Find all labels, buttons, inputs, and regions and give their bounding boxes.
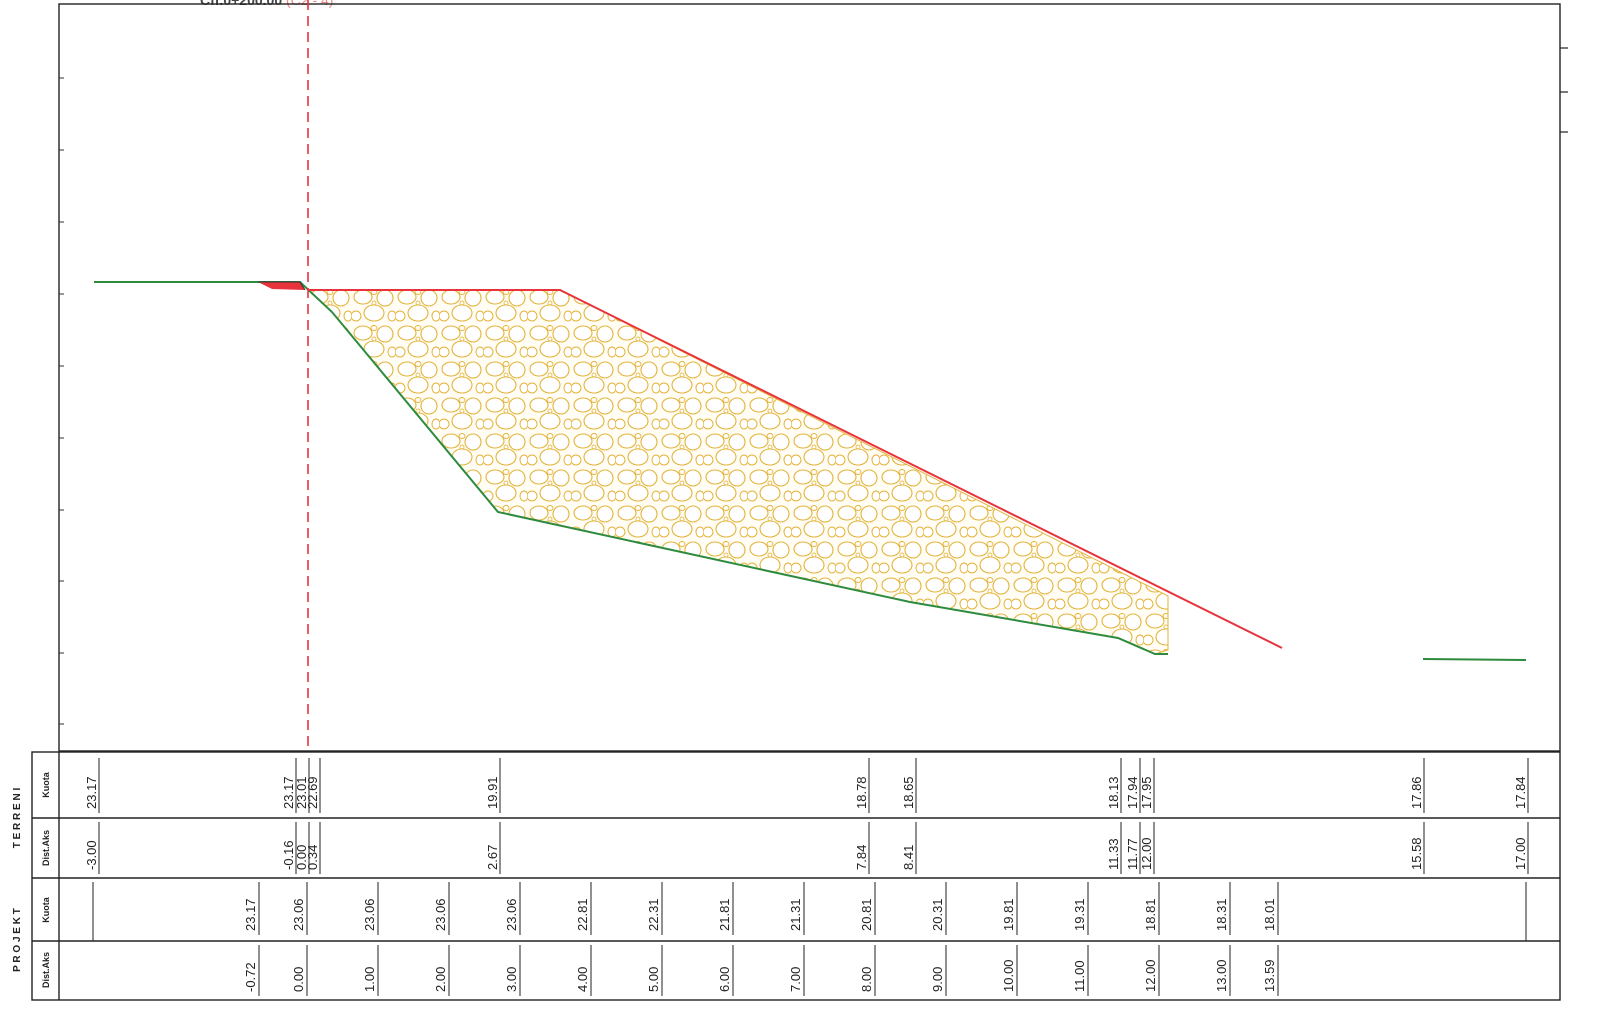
terreni-dist-value: 11.77 <box>1125 838 1140 870</box>
terreni-dist-value: -0.16 <box>281 840 296 870</box>
terreni-dist-value: 8.41 <box>901 845 916 870</box>
projekt-kuota-value: 23.06 <box>433 898 448 931</box>
terreni-dist-value: 17.00 <box>1513 837 1528 870</box>
projekt-dist-value: 12.00 <box>1143 959 1158 992</box>
terreni-kuota-value: 17.95 <box>1139 776 1154 809</box>
projekt-kuota-label: Kuota <box>41 896 51 922</box>
projekt-kuota-value: 23.17 <box>243 898 258 931</box>
cut-wedge-outline <box>258 281 306 291</box>
terreni-dist-value: 7.84 <box>854 845 869 870</box>
terreni-kuota-value: 18.13 <box>1106 776 1121 809</box>
terreni-dist-value: 12.00 <box>1139 837 1154 870</box>
terreni-dist-value: 0.34 <box>305 845 320 870</box>
projekt-section-label: P R O J E K T <box>12 908 23 972</box>
cut-wedge <box>258 282 305 290</box>
terreni-kuota-value: 18.78 <box>854 776 869 809</box>
terrain-line <box>94 281 1168 655</box>
terreni-kuota-label: Kuota <box>41 771 51 797</box>
projekt-dist-value: 1.00 <box>362 967 377 992</box>
projekt-dist-label: Dist.Aks <box>41 952 51 988</box>
terreni-section-label: T E R R E N I <box>12 787 23 848</box>
projekt-dist-value: 3.00 <box>504 967 519 992</box>
projekt-kuota-value: 21.81 <box>717 898 732 931</box>
projekt-kuota-value: 22.81 <box>575 898 590 931</box>
terreni-kuota-value: 17.94 <box>1125 776 1140 809</box>
projekt-dist-value: 7.00 <box>788 967 803 992</box>
projekt-dist-value: 8.00 <box>859 967 874 992</box>
projekt-dist-value: -0.72 <box>243 962 258 992</box>
projekt-kuota-value: 22.31 <box>646 898 661 931</box>
terreni-dist-value: 0.00 <box>294 845 309 870</box>
projekt-kuota-value: 18.01 <box>1262 898 1277 931</box>
terreni-kuota-value: 23.17 <box>281 776 296 809</box>
terreni-kuota-value: 18.65 <box>901 776 916 809</box>
terreni-kuota-value: 17.86 <box>1409 776 1424 809</box>
right-edge-marks <box>1560 47 1568 133</box>
data-table-grid <box>31 751 1561 1001</box>
terreni-kuota-value: 23.01 <box>294 776 309 809</box>
terreni-kuota-value: 17.84 <box>1513 776 1528 809</box>
projekt-kuota-value: 23.06 <box>291 898 306 931</box>
projekt-kuota-value: 20.31 <box>930 898 945 931</box>
projekt-dist-value: 5.00 <box>646 967 661 992</box>
drawing-frame <box>58 3 1561 752</box>
rock-fill-area <box>306 289 1169 655</box>
projekt-kuota-value: 18.81 <box>1143 898 1158 931</box>
projekt-dist-value: 10.00 <box>1001 959 1016 992</box>
terreni-kuota-value: 19.91 <box>485 776 500 809</box>
terreni-kuota-value: 23.17 <box>84 776 99 809</box>
projekt-kuota-value: 21.31 <box>788 898 803 931</box>
projekt-kuota-value: 18.31 <box>1214 898 1229 931</box>
projekt-dist-value: 2.00 <box>433 967 448 992</box>
terrain-line-right <box>1422 658 1527 661</box>
projekt-dist-value: 6.00 <box>717 967 732 992</box>
projekt-kuota-value: 19.31 <box>1072 898 1087 931</box>
projekt-kuota-value: 23.06 <box>504 898 519 931</box>
projekt-kuota-value: 19.81 <box>1001 898 1016 931</box>
terreni-dist-value: 15.58 <box>1409 837 1424 870</box>
design-line <box>308 289 1283 649</box>
terreni-kuota-value: 22.69 <box>305 776 320 809</box>
projekt-dist-value: 11.00 <box>1072 960 1087 992</box>
projekt-dist-value: 13.59 <box>1262 959 1277 992</box>
vertical-scale-ticks <box>59 77 64 725</box>
projekt-dist-value: 13.00 <box>1214 959 1229 992</box>
terreni-dist-label: Dist.Aks <box>41 830 51 866</box>
projekt-dist-value: 9.00 <box>930 967 945 992</box>
terreni-dist-value: -3.00 <box>84 840 99 870</box>
projekt-kuota-value: 20.81 <box>859 898 874 931</box>
projekt-kuota-value: 23.06 <box>362 898 377 931</box>
terreni-dist-value: 11.33 <box>1106 838 1121 870</box>
projekt-dist-value: 0.00 <box>291 967 306 992</box>
terreni-dist-value: 2.67 <box>485 845 500 870</box>
projekt-dist-value: 4.00 <box>575 967 590 992</box>
